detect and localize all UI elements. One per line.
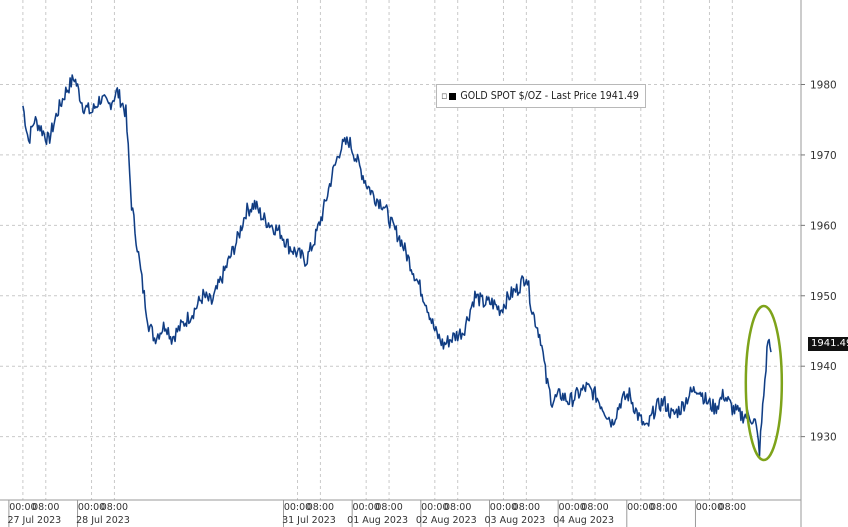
x-tick-label: 00:00 <box>9 502 36 513</box>
series-line-shadow <box>22 74 772 457</box>
x-date-label: 27 Jul 2023 <box>7 515 61 526</box>
y-tick-label: 1930 <box>810 432 837 444</box>
grid <box>0 0 801 500</box>
x-tick-label: 00:00 <box>78 502 105 513</box>
x-tick-label: 00:00 <box>352 502 379 513</box>
x-tick-label: 00:00 <box>421 502 448 513</box>
x-date-label: 04 Aug 2023 <box>553 515 614 526</box>
x-tick-label: 00:00 <box>627 502 654 513</box>
x-tick-label: 00:00 <box>558 502 585 513</box>
x-date-label: 02 Aug 2023 <box>416 515 477 526</box>
x-tick-label: 00:00 <box>284 502 311 513</box>
x-tick-label: 08:00 <box>307 502 334 513</box>
legend-label: GOLD SPOT $/OZ - Last Price 1941.49 <box>460 90 639 102</box>
last-price-tag: 1941.49 <box>808 337 848 351</box>
x-tick-label: 08:00 <box>719 502 746 513</box>
x-tick-label: 00:00 <box>696 502 723 513</box>
x-tick-label: 08:00 <box>513 502 540 513</box>
annotations <box>744 304 784 462</box>
x-tick-label: 08:00 <box>375 502 402 513</box>
x-tick-label: 08:00 <box>444 502 471 513</box>
x-date-label: 03 Aug 2023 <box>484 515 545 526</box>
x-tick-label: 08:00 <box>101 502 128 513</box>
highlight-ellipse <box>744 304 784 462</box>
y-tick-label: 1960 <box>810 220 837 232</box>
x-tick-label: 08:00 <box>32 502 59 513</box>
x-tick-label: 08:00 <box>650 502 677 513</box>
series-layer <box>22 74 772 458</box>
y-tick-label: 1940 <box>810 361 837 373</box>
x-date-label: 01 Aug 2023 <box>347 515 408 526</box>
y-tick-label: 1950 <box>810 291 837 303</box>
y-tick-label: 1980 <box>810 80 837 92</box>
y-tick-label: 1970 <box>810 150 837 162</box>
x-date-label: 31 Jul 2023 <box>282 515 336 526</box>
legend: ▫ GOLD SPOT $/OZ - Last Price 1941.49 <box>436 84 646 108</box>
x-date-label: 28 Jul 2023 <box>76 515 130 526</box>
x-tick-label: 00:00 <box>490 502 517 513</box>
x-tick-label: 08:00 <box>581 502 608 513</box>
legend-swatch <box>449 92 457 100</box>
legend-handle-icon: ▫ <box>441 90 448 102</box>
series-line <box>22 74 772 458</box>
